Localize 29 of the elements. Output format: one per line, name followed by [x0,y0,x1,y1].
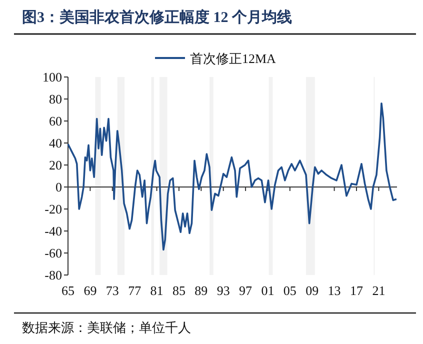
y-tick-label: 0 [56,180,62,194]
source-note: 数据来源：美联储；单位千人 [22,320,191,335]
x-tick-label: 65 [62,283,74,298]
x-tick-label: 93 [216,283,230,298]
x-tick-label: 81 [150,283,164,298]
x-tick-label: 69 [84,283,97,298]
y-tick-label: -40 [44,224,62,238]
x-tick-label: 09 [306,283,319,298]
y-tick-label: 60 [49,114,62,128]
x-tick-label: 89 [194,283,208,298]
chart-title: 图3：美国非农首次修正幅度 12 个月均线 [22,8,292,26]
y-tick-label: 100 [42,70,62,84]
y-tick-label: 40 [49,136,62,150]
line-series [67,102,398,251]
x-tick-label: 73 [106,283,119,298]
y-tick-label: -60 [44,246,62,260]
x-tick-label: 05 [283,283,296,298]
legend-label: 首次修正12MA [190,51,277,66]
x-tick-label: 97 [239,283,253,298]
y-tick-label: 80 [49,92,62,106]
x-tick-label: 17 [350,283,364,298]
x-tick-label: 77 [128,283,142,298]
x-tick-label: 85 [172,283,186,298]
x-tick-label: 01 [261,283,274,298]
x-tick-label: 13 [328,283,341,298]
x-tick-label: 21 [372,283,386,298]
y-tick-label: 20 [49,158,62,172]
y-tick-label: -80 [44,268,62,282]
y-tick-label: -20 [44,202,62,216]
